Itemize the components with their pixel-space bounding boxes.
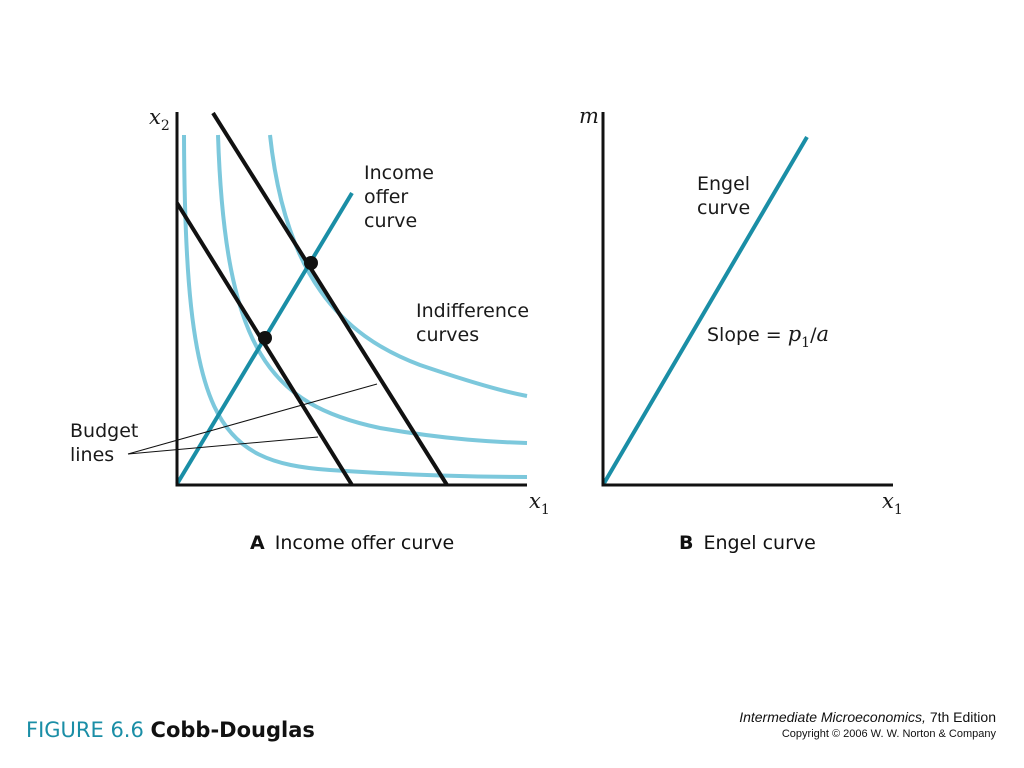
budget-lines-label: Budget lines — [70, 420, 144, 466]
indifference-curve-1 — [182, 134, 528, 479]
panel-b-y-axis-label: m — [579, 104, 599, 128]
panel-a-income-offer: x2 x1 Income offer curve Indifference cu… — [70, 105, 550, 554]
optimal-point-1 — [258, 331, 272, 345]
book-edition: 7th Edition — [925, 709, 996, 725]
figure-caption: FIGURE 6.6 Cobb-Douglas — [26, 718, 315, 742]
panel-a-x-axis-label: x1 — [529, 489, 550, 518]
publisher-credit: Intermediate Microeconomics, 7th Edition… — [739, 709, 996, 740]
indifference-curves-label: Indifference curves — [416, 300, 535, 346]
panel-a-y-axis-label: x2 — [149, 105, 170, 134]
slope-label: Slope = p1/a — [707, 322, 829, 351]
budget-line-2 — [211, 111, 449, 487]
panel-b-x-axis-label: x1 — [882, 489, 903, 518]
panel-b-axes — [601, 112, 893, 487]
optimal-point-2 — [304, 256, 318, 270]
panel-a-caption: A Income offer curve — [250, 532, 454, 554]
budget-pointer-1 — [127, 383, 378, 455]
book-title-line: Intermediate Microeconomics, 7th Edition — [739, 709, 996, 725]
indifference-curve-2 — [216, 134, 528, 445]
budget-pointer-2 — [127, 436, 319, 455]
income-offer-curve-label: Income offer curve — [364, 162, 440, 232]
indifference-curve-3 — [268, 134, 528, 398]
panel-b-caption: B Engel curve — [679, 532, 816, 554]
panel-a-axes — [175, 112, 527, 487]
figure-number: FIGURE 6.6 — [26, 718, 144, 742]
copyright-text: Copyright © 2006 W. W. Norton & Company — [781, 728, 996, 740]
engel-curve — [601, 135, 809, 487]
figure-title: Cobb-Douglas — [150, 718, 315, 742]
panel-b-engel: m x1 Engel curve Slope = p1/a B Engel cur… — [579, 104, 903, 554]
engel-curve-label: Engel curve — [697, 173, 756, 219]
book-title: Intermediate Microeconomics, — [739, 709, 926, 725]
